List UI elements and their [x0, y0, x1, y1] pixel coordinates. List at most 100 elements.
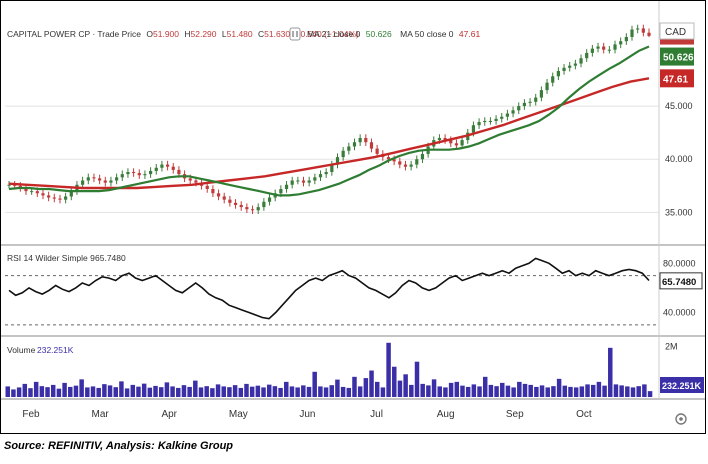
candle — [307, 176, 311, 187]
volume-bar — [193, 380, 198, 397]
x-tick-label: Jun — [299, 409, 315, 420]
legend-toggle-icon[interactable] — [289, 27, 301, 41]
candle — [256, 203, 260, 215]
volume-title-value: 232.251K — [37, 345, 74, 355]
volume-bar — [340, 386, 346, 397]
candle — [477, 118, 481, 129]
x-tick-label: Mar — [91, 409, 109, 420]
candle — [630, 25, 634, 41]
candle — [364, 134, 368, 146]
candle — [500, 112, 504, 123]
volume-bar — [596, 381, 602, 397]
candle — [52, 193, 56, 203]
volume-bar — [477, 386, 482, 397]
candle — [352, 138, 357, 151]
volume-bar — [619, 385, 624, 397]
x-tick-label: Sep — [506, 409, 524, 420]
volume-bar — [585, 384, 590, 397]
candle — [233, 199, 238, 209]
x-tick-label: Apr — [161, 409, 177, 420]
volume-bar — [500, 382, 505, 397]
volume-bar — [443, 387, 448, 397]
volume-bar — [647, 391, 653, 397]
candle — [126, 168, 130, 178]
candle — [86, 173, 90, 185]
candle — [607, 45, 611, 54]
candle — [420, 150, 425, 163]
x-axis: Feb Mar Apr May Jun Jul Aug Sep Oct — [22, 409, 592, 420]
candle — [602, 42, 606, 54]
volume-bar — [187, 386, 192, 397]
candle — [488, 117, 493, 125]
volume-bar — [232, 385, 238, 397]
volume-bar — [426, 385, 431, 397]
volume-bar — [573, 387, 579, 397]
volume-bar — [602, 385, 607, 397]
volume-bar — [306, 386, 312, 397]
volume-bar — [363, 378, 369, 397]
candle — [154, 164, 158, 175]
candle — [454, 139, 459, 150]
settings-gear-icon[interactable] — [675, 413, 687, 425]
candle — [290, 176, 294, 189]
volume-bar — [505, 385, 511, 397]
volume-bar — [39, 386, 45, 397]
candle — [449, 136, 453, 148]
volume-bar — [33, 381, 39, 397]
candle — [296, 176, 300, 185]
volume-bar — [346, 387, 352, 397]
candle — [250, 205, 255, 215]
candle — [137, 169, 141, 179]
chart-frame: 35.000 40.000 45.000 51.630 50.626 47.61 CAP… — [0, 0, 706, 434]
candle — [222, 192, 226, 204]
x-tick-label: May — [229, 409, 248, 420]
high-label: H — [184, 29, 190, 39]
candle — [556, 67, 560, 81]
high-value: 52.290 — [191, 29, 217, 39]
candle — [522, 99, 526, 110]
volume-bar — [272, 386, 278, 397]
candle — [171, 162, 175, 174]
volume-bar — [465, 386, 471, 397]
volume-bar — [295, 387, 300, 397]
candle — [41, 189, 45, 200]
close-label: C — [258, 29, 264, 39]
candle — [98, 174, 102, 185]
volume-bar — [386, 342, 391, 397]
candle — [505, 109, 510, 121]
candle — [148, 167, 153, 178]
candle — [562, 64, 566, 75]
volume-bar — [323, 387, 329, 397]
rsi-title-value: 65.7480 — [95, 253, 126, 263]
stock-chart: 35.000 40.000 45.000 51.630 50.626 47.61 CAP… — [1, 1, 705, 425]
low-value: 51.480 — [227, 29, 253, 39]
volume-bar — [113, 387, 118, 397]
volume-bar — [11, 389, 16, 397]
volume-bar — [539, 385, 545, 397]
candle — [92, 173, 96, 183]
volume-bar — [357, 386, 363, 397]
volume-tick-label: 2M — [665, 342, 678, 352]
volume-bar — [73, 385, 79, 397]
candle — [24, 184, 28, 195]
candle — [58, 194, 62, 204]
volume-bar — [460, 385, 465, 397]
candle — [624, 33, 628, 45]
volume-bar — [141, 383, 147, 397]
symbol-label: CAPITAL POWER CP · Trade Price — [7, 29, 141, 39]
candle — [539, 86, 543, 102]
volume-bar — [238, 387, 244, 397]
candle — [647, 28, 651, 38]
candle — [81, 176, 85, 189]
open-label: O — [146, 29, 153, 39]
ma21-line — [8, 45, 650, 197]
volume-bar — [482, 376, 488, 397]
currency-selector[interactable]: CAD — [659, 22, 695, 40]
candle — [284, 181, 289, 193]
volume-bar — [50, 384, 56, 397]
candle — [403, 160, 408, 171]
volume-bar — [102, 384, 107, 397]
volume-bar — [16, 387, 22, 397]
volume-bar — [204, 386, 209, 397]
candle — [534, 93, 538, 106]
